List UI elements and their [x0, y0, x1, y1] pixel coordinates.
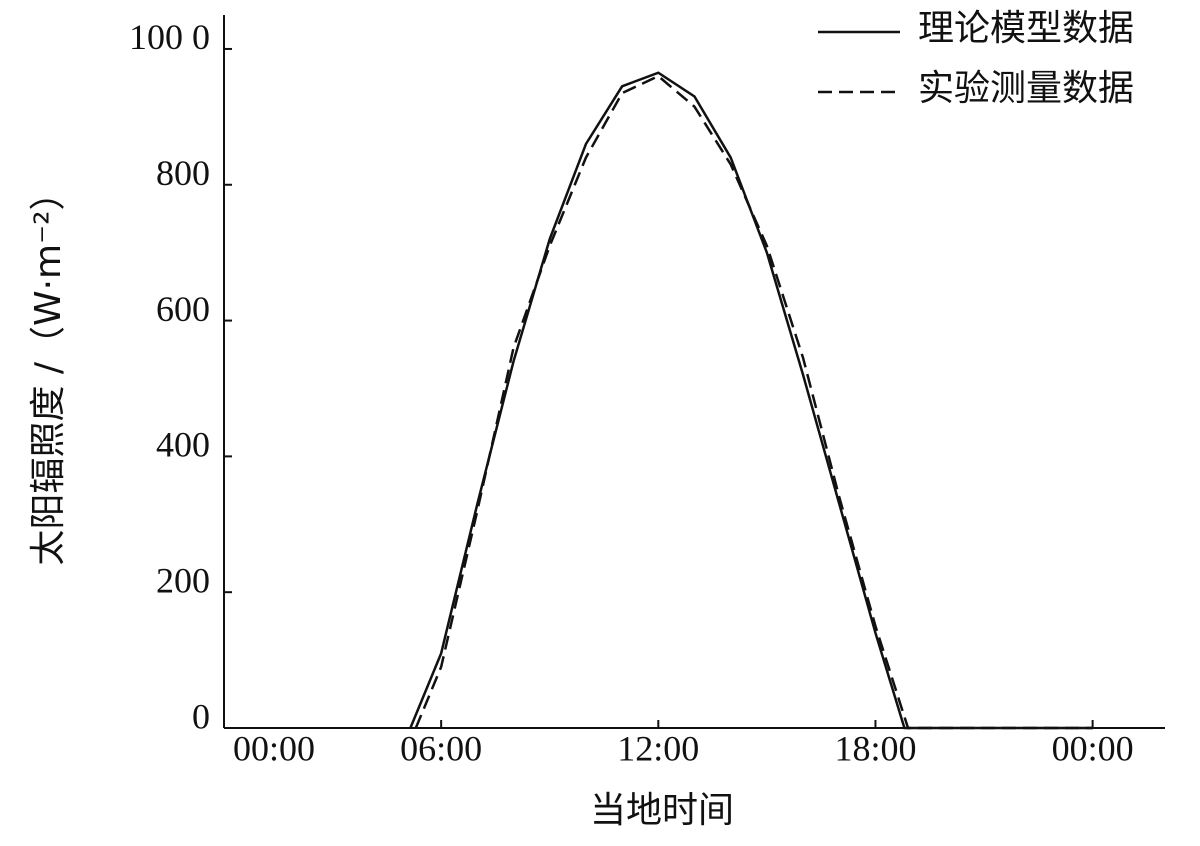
x-tick-label: 00:00 [1052, 728, 1134, 768]
x-tick-label: 00:00 [233, 728, 315, 768]
legend-label: 理论模型数据 [918, 8, 1134, 49]
y-tick-label: 400 [156, 425, 210, 465]
y-tick-label: 100 0 [129, 17, 210, 57]
y-tick-label: 800 [156, 153, 210, 193]
x-tick-label: 12:00 [617, 728, 699, 768]
y-tick-label: 600 [156, 289, 210, 329]
series-line [409, 71, 1093, 730]
y-axis-label: 太阳辐照度 /（W·m⁻²） [28, 174, 69, 565]
x-axis-label: 当地时间 [590, 790, 734, 831]
x-tick-label: 18:00 [834, 728, 916, 768]
legend-label: 实验测量数据 [918, 68, 1134, 109]
series-line [414, 74, 1093, 730]
y-tick-label: 200 [156, 560, 210, 600]
x-tick-label: 06:00 [400, 728, 482, 768]
y-tick-label: 0 [192, 696, 210, 736]
